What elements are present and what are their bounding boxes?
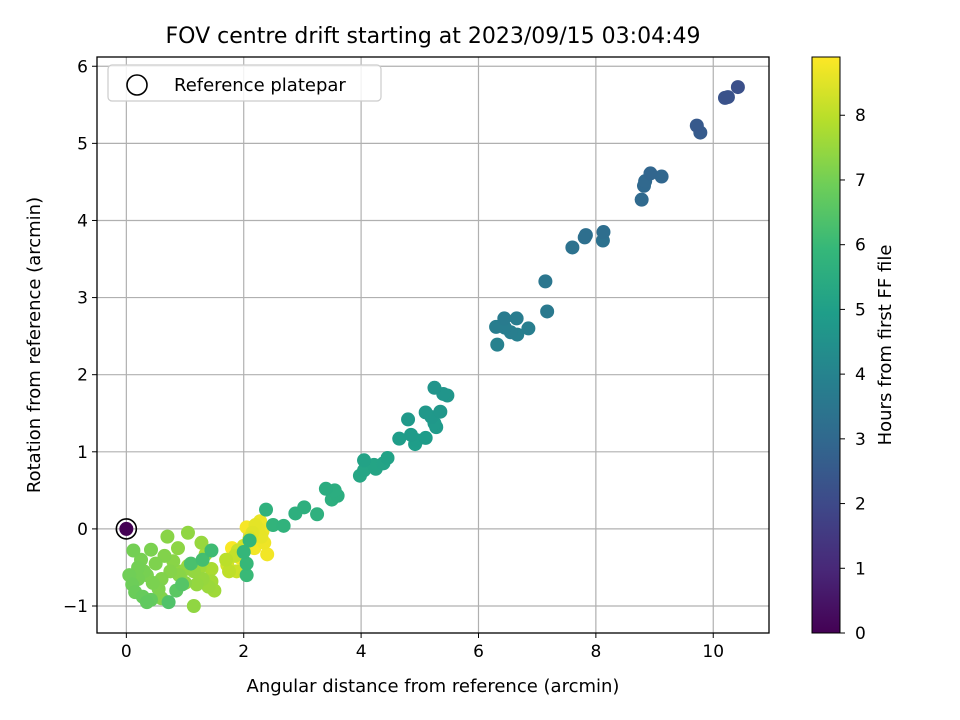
data-point [186, 599, 201, 614]
reference-point-fill [119, 521, 134, 536]
data-point [596, 225, 611, 240]
data-point [297, 500, 312, 515]
data-point [490, 337, 505, 352]
data-point [195, 552, 210, 567]
colorbar-tick-label: 2 [855, 495, 866, 515]
x-tick-label: 0 [121, 642, 132, 662]
colorbar-label: Hours from first FF file [875, 245, 896, 446]
data-point [497, 311, 512, 326]
legend-box [107, 64, 382, 102]
colorbar-tick-label: 4 [855, 365, 866, 385]
data-point [266, 518, 281, 533]
y-tick-label: 3 [77, 289, 88, 309]
legend: Reference platepar [107, 64, 382, 102]
data-point [538, 274, 553, 289]
data-point [204, 543, 219, 558]
y-tick-label: 0 [77, 520, 88, 540]
colorbar-tick-label: 3 [855, 430, 866, 450]
y-axis-label: Rotation from reference (arcmin) [24, 197, 45, 493]
x-tick-label: 2 [238, 642, 249, 662]
data-point [180, 525, 195, 540]
data-point [318, 481, 333, 496]
data-point [239, 568, 254, 583]
legend-marker-open-circle [126, 74, 148, 96]
data-point [418, 405, 433, 420]
data-point [175, 577, 190, 592]
data-point [183, 556, 198, 571]
plot-frame [96, 56, 770, 634]
data-point [126, 543, 141, 558]
colorbar-tick-label: 1 [855, 559, 866, 579]
data-point [730, 80, 745, 95]
data-point [170, 541, 185, 556]
y-tick-label: 4 [77, 211, 88, 231]
data-point [521, 321, 536, 336]
data-point [222, 564, 237, 579]
data-point [540, 304, 555, 319]
data-point [161, 595, 176, 610]
data-point [189, 577, 204, 592]
data-point [219, 552, 234, 567]
data-points [115, 80, 745, 614]
colorbar [811, 56, 841, 634]
data-point [194, 535, 209, 550]
colorbar-tick-label: 7 [855, 171, 866, 191]
x-axis: 0 2 4 6 8 10 [121, 633, 724, 662]
data-point [276, 518, 291, 533]
chart-title: FOV centre drift starting at 2023/09/15 … [166, 24, 701, 49]
y-tick-label: 1 [77, 443, 88, 463]
data-point [509, 311, 524, 326]
data-point [380, 450, 395, 465]
x-tick-label: 6 [473, 642, 484, 662]
data-point [418, 430, 433, 445]
colorbar-tick-label: 5 [855, 300, 866, 320]
data-point [260, 547, 275, 562]
data-point [204, 562, 219, 576]
data-point [259, 502, 274, 517]
colorbar-ticks: 0 1 2 3 4 5 6 7 8 [840, 106, 866, 644]
x-tick-label: 8 [590, 642, 601, 662]
colorbar-tick-label: 8 [855, 106, 866, 126]
y-tick-label: −1 [63, 597, 88, 617]
x-tick-label: 10 [702, 642, 724, 662]
colorbar-tick-label: 6 [855, 236, 866, 256]
data-point [143, 542, 158, 557]
data-point [392, 431, 407, 446]
data-point [689, 118, 704, 133]
colorbar-tick-label: 0 [855, 624, 866, 644]
data-point [427, 380, 442, 395]
data-point [643, 166, 658, 181]
data-point [401, 412, 416, 427]
legend-label: Reference platepar [174, 75, 346, 96]
data-point [139, 595, 154, 610]
reference-point-marker [115, 518, 138, 540]
data-point [433, 404, 448, 419]
y-tick-label: 6 [77, 57, 88, 77]
y-tick-label: 2 [77, 366, 88, 386]
data-point [160, 529, 175, 544]
x-axis-label: Angular distance from reference (arcmin) [247, 676, 620, 697]
data-point [720, 90, 735, 105]
data-point [242, 533, 257, 548]
y-tick-label: 5 [77, 134, 88, 154]
data-point [148, 556, 163, 571]
data-point [403, 427, 418, 442]
data-point [357, 453, 372, 468]
data-point [310, 507, 325, 522]
data-point [654, 169, 669, 184]
y-axis: −1 0 1 2 3 4 5 6 [63, 57, 97, 617]
grid [97, 57, 769, 633]
data-point [565, 240, 580, 255]
x-tick-label: 4 [356, 642, 367, 662]
data-point [236, 545, 251, 560]
data-point [634, 192, 649, 207]
data-point [239, 556, 254, 571]
data-point [578, 228, 593, 243]
